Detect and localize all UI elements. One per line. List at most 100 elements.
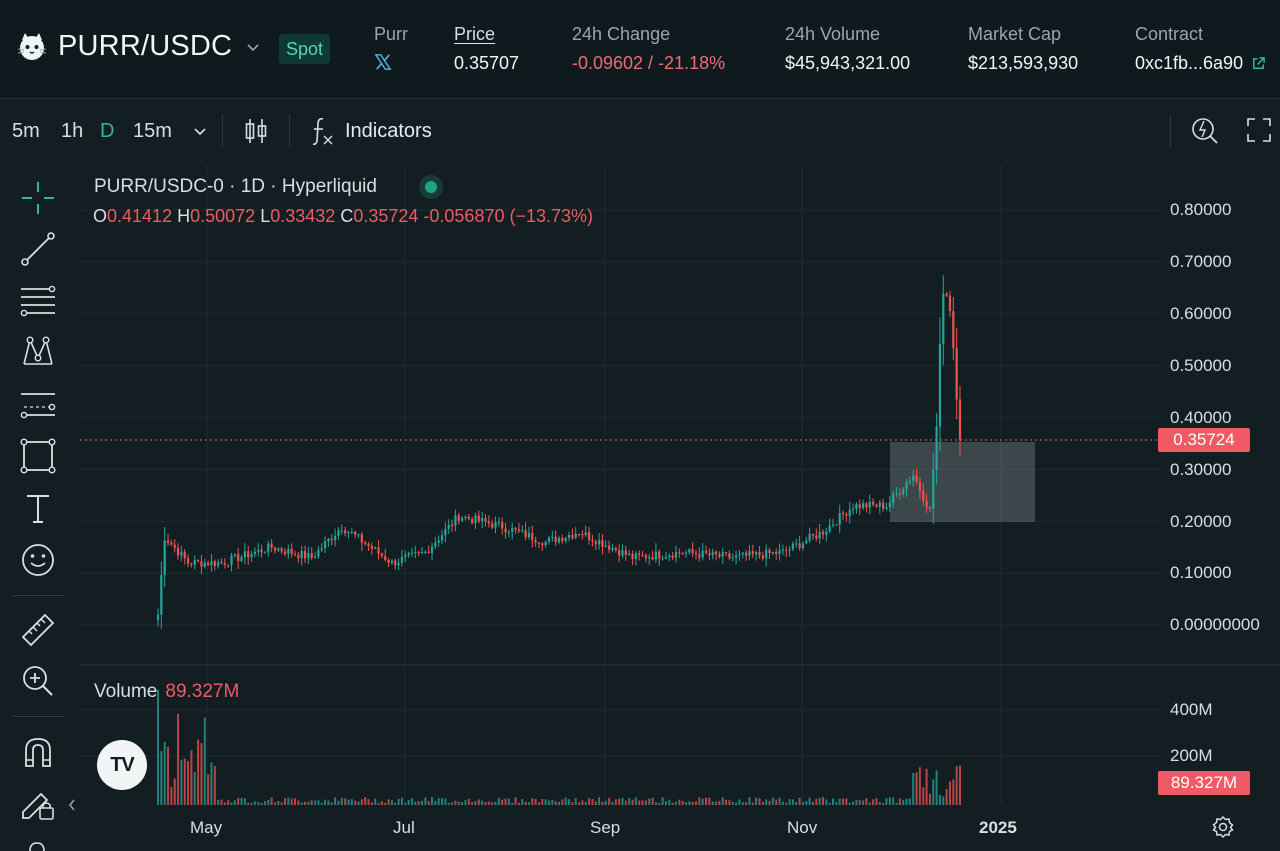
candle-body [691,549,694,554]
pattern-icon[interactable] [18,332,58,372]
candle-body [848,509,851,516]
chart-grid [80,165,1160,805]
timeframe-15m[interactable]: 15m [133,120,172,142]
volume-bar [307,801,310,805]
volume-tick: 400M [1170,700,1213,719]
volume-bar [334,797,337,805]
volume-bar [283,798,286,805]
candle-body [454,515,457,526]
volume-bar [270,797,273,805]
timeframe-d[interactable]: D [100,120,115,142]
x-social-icon[interactable] [374,53,392,71]
volume-bar [852,801,855,805]
candle-body [203,562,206,567]
candle-body [250,554,253,558]
crosshair-icon[interactable] [18,178,58,218]
fib-retracement-icon[interactable] [18,281,58,321]
volume-bar [277,801,280,805]
text-icon[interactable] [18,488,58,528]
timeframe-5m[interactable]: 5m [12,120,40,142]
volume-bar [765,799,768,805]
candle-body [213,561,216,566]
volume-bar [618,798,621,805]
more-tools-icon[interactable] [24,838,50,851]
market-header: PURR/USDC Spot Purr Price 0.35707 24h Ch… [0,0,1280,96]
volume-bar [614,799,617,805]
volume-bar [177,713,180,805]
candle-body [858,504,861,509]
candle-body [156,614,160,620]
high-label: H [177,206,191,226]
candle-body [561,537,564,541]
contract-address[interactable]: 0xc1fb...6a90 [1135,53,1244,73]
market-type-badge: Spot [279,34,331,64]
candle-body [788,549,791,551]
candle-body [491,523,494,528]
trendline-icon[interactable] [18,229,58,269]
candle-type-icon[interactable] [243,116,269,146]
candle-body [674,552,678,558]
candle-body [935,426,938,470]
volume-bar [952,779,955,805]
volume-bar [454,800,457,805]
volume-tick: 200M [1170,746,1213,765]
timeframe-dropdown-icon[interactable] [193,124,207,138]
candle-body [444,528,447,536]
volume-bar [892,797,895,805]
volume-bar [250,802,253,805]
timeframe-1h[interactable]: 1h [61,120,84,142]
candle-body [798,543,801,548]
volume-bar [785,802,788,805]
indicators-button[interactable]: Indicators [345,120,432,142]
volume-bar [902,799,905,805]
candle-body [233,554,236,556]
pair-selector[interactable]: PURR/USDC [16,30,260,63]
volume-bar [775,799,778,805]
candle-body [845,514,848,516]
tradingview-logo[interactable]: TV [97,740,147,790]
volume-bar [611,802,614,805]
fullscreen-icon[interactable] [1246,117,1272,143]
contract-stat: Contract 0xc1fb...6a90 [1135,24,1266,74]
candle-body [497,521,500,523]
candle-body [354,532,357,535]
volume-bar [297,800,300,805]
high-value: 0.50072 [190,206,256,226]
candle-body [183,551,186,559]
candle-body [828,525,831,532]
candle-body [537,542,541,544]
volume-bar [828,802,831,805]
ruler-icon[interactable] [18,610,58,650]
zoom-in-icon[interactable] [18,661,58,701]
candle-body [377,547,380,554]
chart-settings-gear-icon[interactable] [1211,815,1235,839]
volume-bar [838,798,841,805]
volume-bar [915,772,918,805]
collapse-toolbar-icon[interactable] [67,798,77,812]
volume-bar [514,797,517,805]
lock-drawings-icon[interactable] [18,784,58,824]
rectangle-icon[interactable] [18,436,58,476]
emoji-icon[interactable] [18,540,58,580]
candle-body [517,529,520,531]
quick-search-icon[interactable] [1190,114,1220,146]
candle-body [628,553,631,555]
contract-value[interactable]: 0xc1fb...6a90 [1135,53,1266,74]
external-link-icon[interactable] [1251,56,1266,71]
candle-body [902,489,905,494]
volume-bar [417,801,420,805]
candle-body [644,555,647,559]
volume-bar [380,801,383,805]
volume-bar [925,768,928,805]
candle-body [350,532,353,534]
candle-body [317,549,320,557]
volume-bar [691,801,694,805]
volume-bar [698,797,701,805]
candle-body [711,551,714,556]
magnet-icon[interactable] [18,732,58,772]
prediction-icon[interactable] [18,385,58,425]
price-label[interactable]: Price [454,24,496,44]
volume-bar [347,799,350,805]
indicators-fx-icon[interactable] [310,115,336,147]
